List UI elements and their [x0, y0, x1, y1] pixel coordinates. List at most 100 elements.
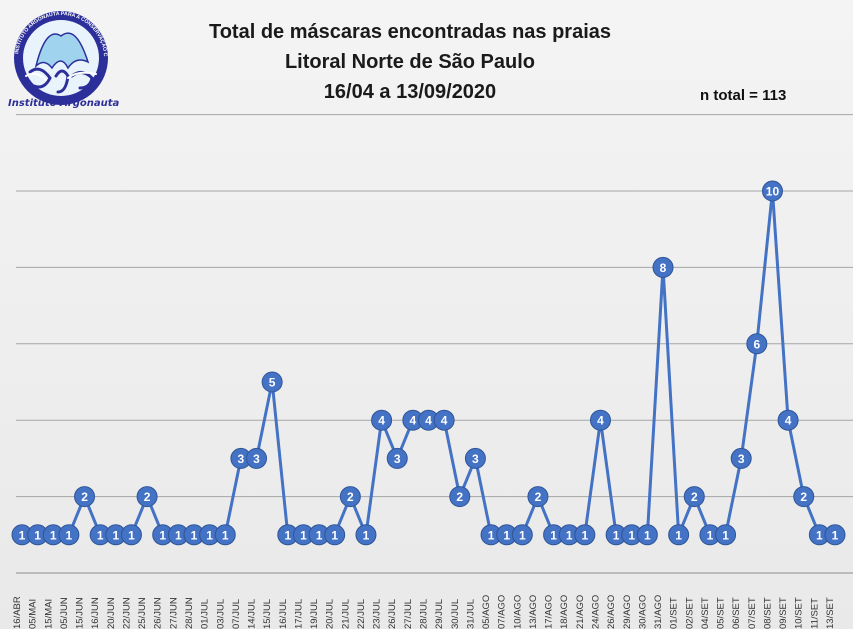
series-line-segment — [255, 380, 274, 460]
x-tick-label: 07/JUL — [231, 599, 242, 629]
data-label: 2 — [347, 490, 354, 504]
data-point-marker — [824, 524, 846, 546]
x-tick-label: 22/JUN — [121, 597, 132, 629]
x-tick-label: 25/JUN — [137, 597, 148, 629]
chart-title-line1: Total de máscaras encontradas nas praias — [208, 21, 612, 43]
x-tick-label: 17/JUL — [293, 599, 304, 629]
data-label: 1 — [363, 528, 370, 542]
data-point-marker — [464, 447, 486, 469]
data-point-marker — [324, 524, 346, 546]
data-label: 1 — [191, 528, 198, 542]
data-point-marker — [715, 524, 737, 546]
x-tick-label: 17/AGO — [544, 595, 555, 629]
series-line-segment — [786, 418, 806, 499]
data-label: 1 — [206, 528, 213, 542]
x-tick-label: 06/SET — [731, 597, 742, 629]
x-tick-label: 05/MAI — [28, 599, 39, 629]
data-point-marker — [386, 447, 408, 469]
x-tick-label: 02/SET — [684, 597, 695, 629]
data-point-marker — [355, 524, 377, 546]
data-label: 1 — [832, 528, 839, 542]
data-point-marker — [683, 486, 705, 508]
x-tick-label: 26/AGO — [606, 595, 617, 629]
data-label: 1 — [97, 528, 104, 542]
x-tick-label: 26/JUL — [387, 599, 398, 629]
data-label: 2 — [691, 490, 698, 504]
data-point-marker — [449, 486, 471, 508]
data-point-marker — [371, 409, 393, 431]
x-tick-label: 10/AGO — [512, 595, 523, 629]
x-tick-label: 13/SET — [825, 597, 836, 629]
data-point-marker — [136, 486, 158, 508]
data-label: 1 — [675, 528, 682, 542]
x-tick-label: 08/SET — [762, 597, 773, 629]
data-point-marker — [761, 180, 783, 202]
data-label: 1 — [316, 528, 323, 542]
series-line-segment — [645, 265, 665, 537]
data-label: 1 — [66, 528, 73, 542]
x-tick-label: 22/JUL — [356, 599, 367, 629]
x-tick-label: 24/AGO — [590, 595, 601, 629]
x-tick-label: 20/JUL — [325, 599, 336, 629]
x-tick-label: 31/AGO — [653, 595, 664, 629]
data-point-marker — [120, 524, 142, 546]
data-point-marker — [574, 524, 596, 546]
data-label: 1 — [628, 528, 635, 542]
data-label: 2 — [144, 490, 151, 504]
data-label: 1 — [19, 528, 26, 542]
x-tick-label: 11/SET — [809, 598, 820, 629]
data-label: 4 — [378, 414, 385, 428]
data-label: 10 — [766, 185, 780, 199]
data-label: 1 — [488, 528, 495, 542]
x-tick-label: 16/JUN — [90, 597, 101, 629]
data-label: 1 — [613, 528, 620, 542]
data-label: 1 — [159, 528, 166, 542]
data-label: 2 — [456, 490, 463, 504]
data-label: 1 — [816, 528, 823, 542]
x-tick-label: 07/SET — [747, 597, 758, 629]
data-point-marker — [730, 447, 752, 469]
data-label: 1 — [284, 528, 291, 542]
data-label: 1 — [503, 528, 510, 542]
series-line-segment — [724, 456, 743, 537]
data-label: 3 — [394, 452, 401, 466]
chart-title-line2: Litoral Norte de São Paulo — [284, 51, 536, 73]
data-point-marker — [636, 524, 658, 546]
data-point-marker — [261, 371, 283, 393]
x-tick-label: 28/JUN — [184, 597, 195, 629]
data-label: 1 — [34, 528, 41, 542]
x-tick-label: 23/JUL — [372, 599, 383, 629]
data-label: 3 — [238, 452, 245, 466]
x-tick-label: 14/JUL — [247, 599, 258, 629]
x-tick-label: 30/JUL — [450, 599, 461, 629]
x-tick-label: 15/MAI — [43, 599, 54, 629]
data-label: 1 — [112, 528, 119, 542]
instituto-argonauta-logo: INSTITUTO ARGONAUTA PARA A CONSERVAÇÃO C… — [4, 2, 116, 112]
total-count-label: n total = 113 — [700, 87, 787, 104]
data-label: 1 — [128, 528, 135, 542]
x-tick-label: 27/JUN — [168, 597, 179, 629]
data-point-marker — [214, 524, 236, 546]
data-point-marker — [58, 524, 80, 546]
series-line-segment — [442, 418, 462, 499]
x-tick-label: 04/SET — [700, 597, 711, 629]
data-point-marker — [668, 524, 690, 546]
data-label: 1 — [566, 528, 573, 542]
series-line-segment — [223, 456, 243, 537]
data-point-marker — [793, 486, 815, 508]
data-point-marker — [652, 256, 674, 278]
x-tick-label: 05/AGO — [481, 595, 492, 629]
x-tick-label: 01/SET — [669, 597, 680, 629]
data-label: 1 — [222, 528, 229, 542]
x-tick-label: 21/AGO — [575, 595, 586, 629]
x-tick-label: 16/JUL — [278, 599, 289, 629]
data-label: 2 — [81, 490, 88, 504]
x-tick-label: 29/JUL — [434, 599, 445, 629]
data-label: 1 — [644, 528, 651, 542]
x-tick-label: 30/AGO — [637, 595, 648, 629]
data-label: 5 — [269, 376, 276, 390]
data-point-marker — [777, 409, 799, 431]
logo-label: Instituto Argonauta — [8, 98, 120, 109]
